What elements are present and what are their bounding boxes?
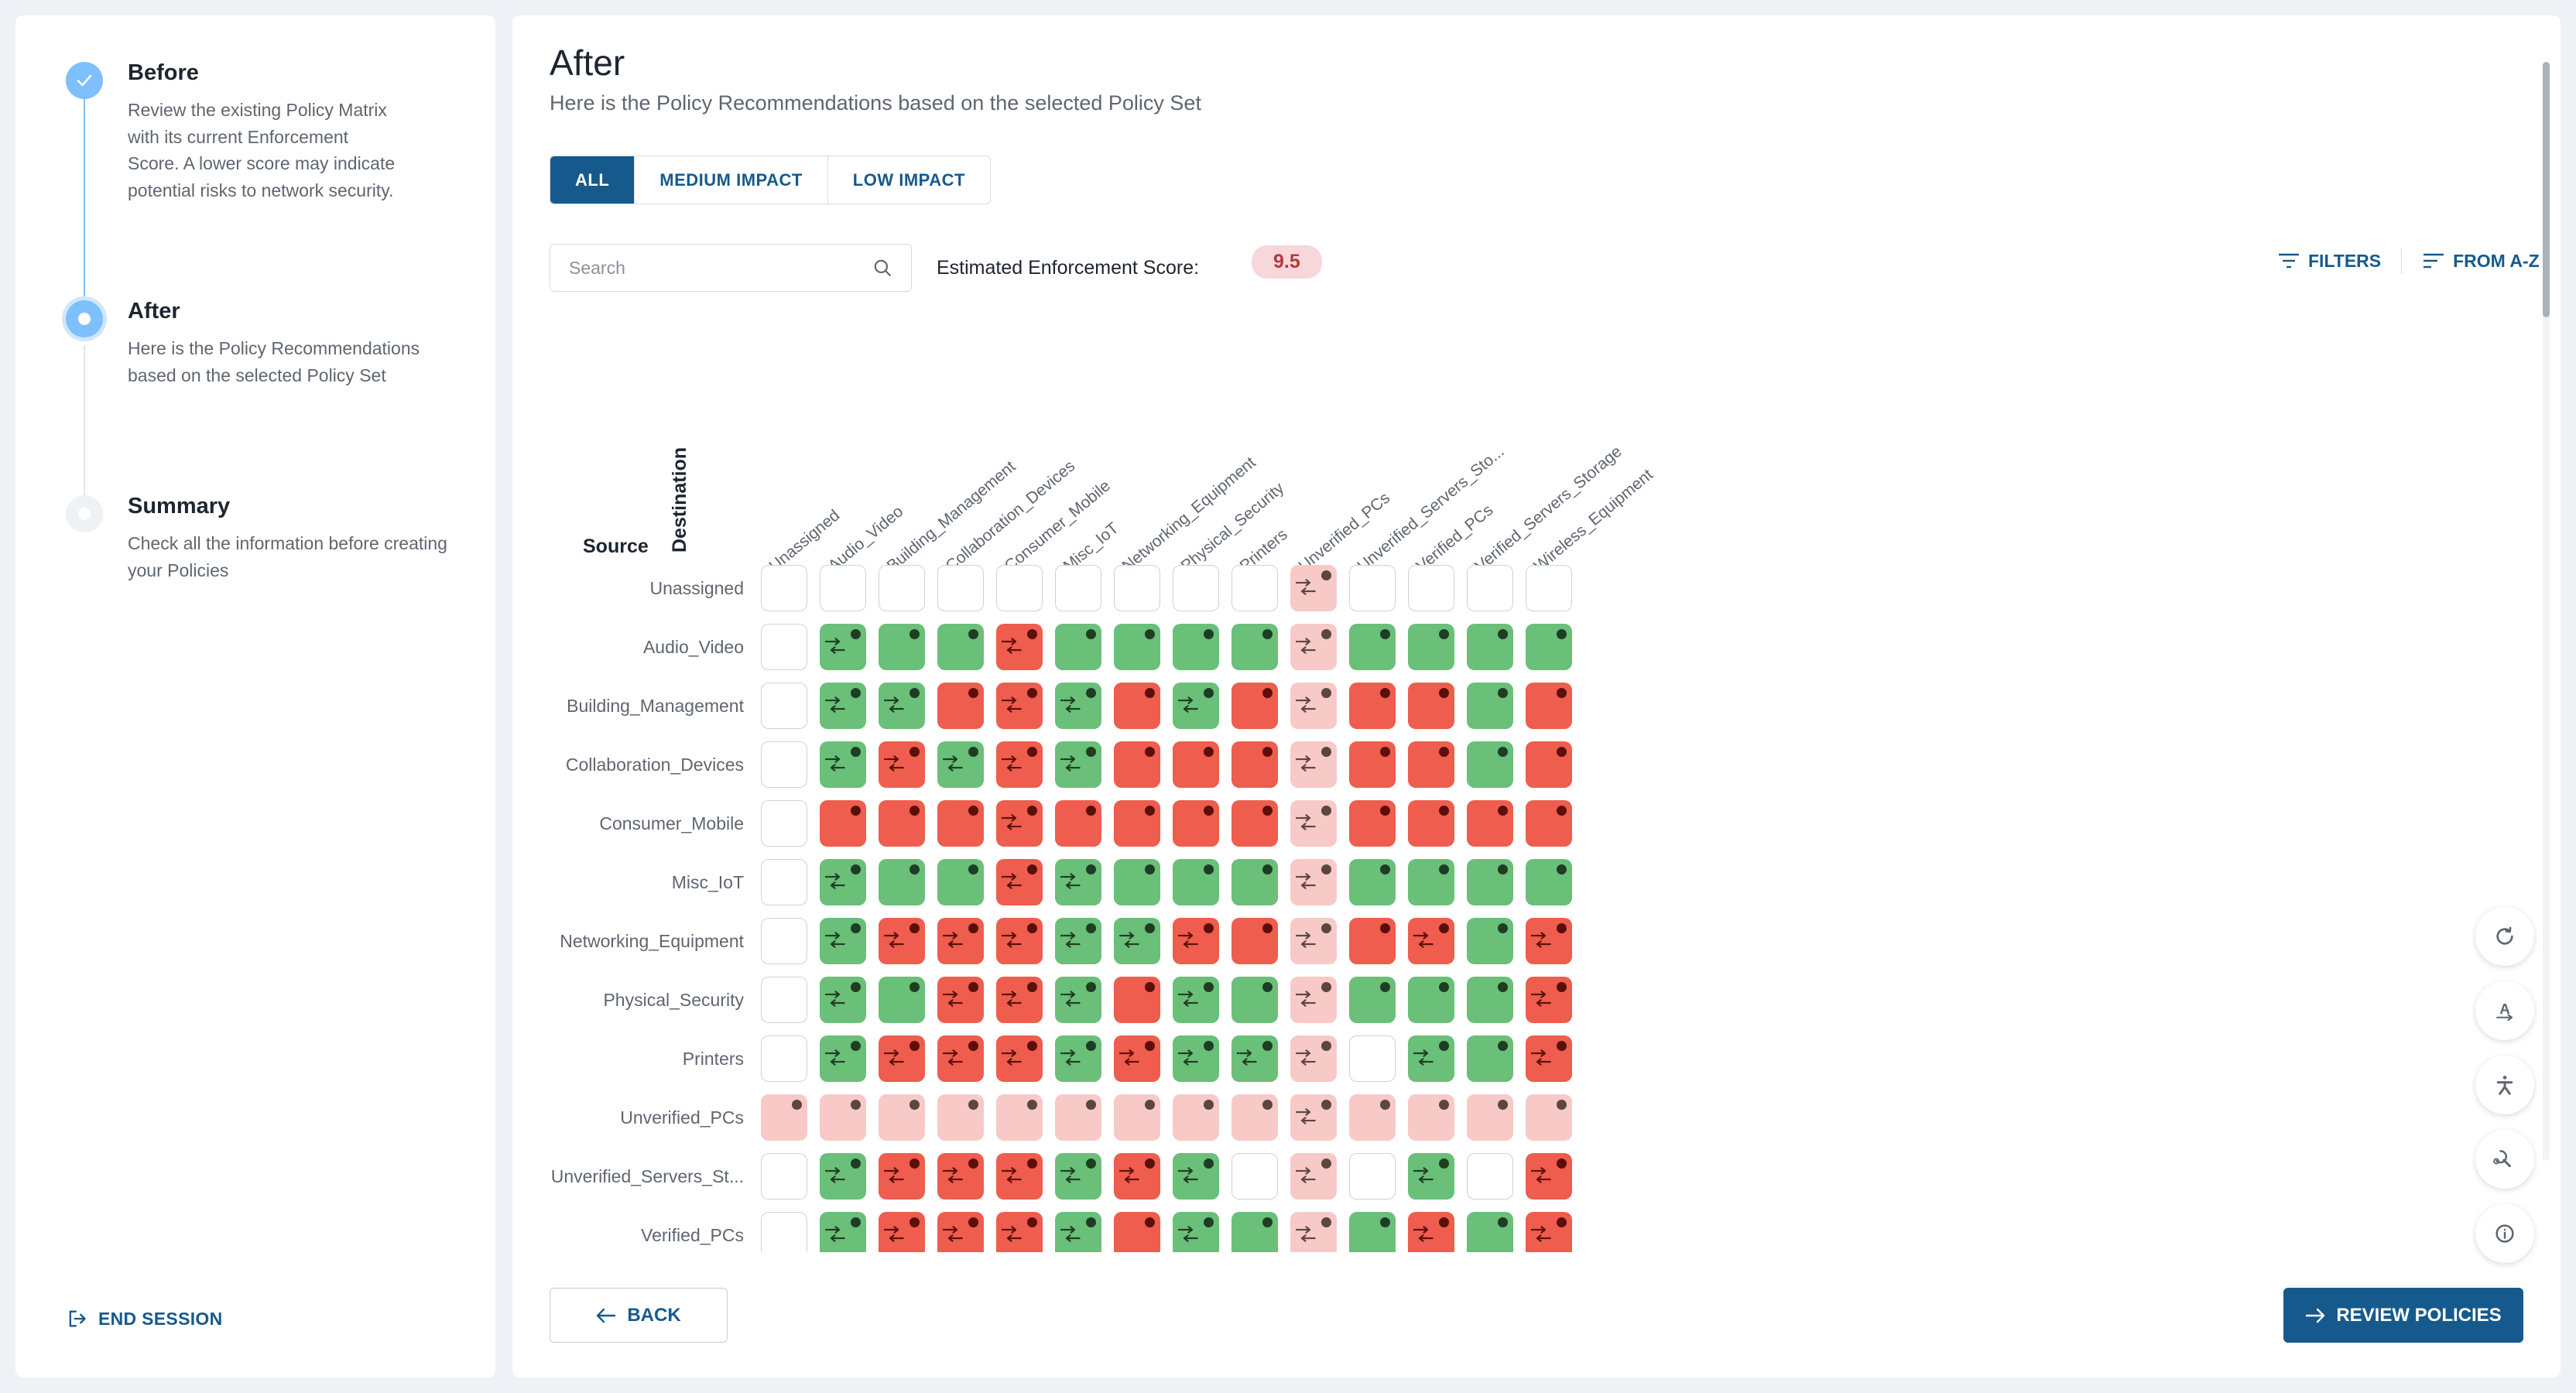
svg-text:A: A bbox=[2499, 1001, 2510, 1017]
